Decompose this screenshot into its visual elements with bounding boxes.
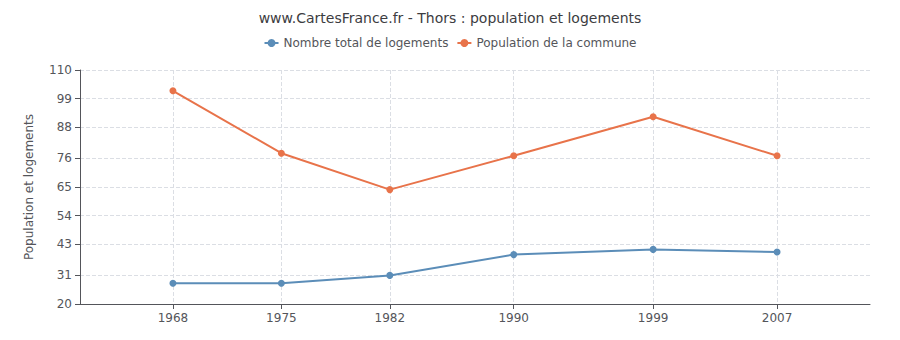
svg-text:1968: 1968	[158, 311, 189, 325]
svg-text:1990: 1990	[498, 311, 529, 325]
svg-text:54: 54	[57, 209, 72, 223]
svg-text:1982: 1982	[375, 311, 406, 325]
svg-text:76: 76	[57, 151, 72, 165]
svg-text:88: 88	[57, 120, 72, 134]
svg-text:2007: 2007	[762, 311, 793, 325]
svg-text:43: 43	[57, 237, 72, 251]
svg-text:1975: 1975	[266, 311, 297, 325]
svg-text:110: 110	[49, 63, 72, 77]
svg-text:20: 20	[57, 297, 72, 311]
svg-text:99: 99	[57, 92, 72, 106]
svg-text:www.CartesFrance.fr - Thors :: www.CartesFrance.fr - Thors : population…	[259, 10, 642, 26]
svg-text:Population de la commune: Population de la commune	[476, 36, 636, 50]
svg-text:31: 31	[57, 268, 72, 282]
svg-text:Population et logements: Population et logements	[22, 114, 36, 260]
svg-text:1999: 1999	[638, 311, 669, 325]
svg-text:Nombre total de logements: Nombre total de logements	[284, 36, 449, 50]
svg-text:65: 65	[57, 180, 72, 194]
